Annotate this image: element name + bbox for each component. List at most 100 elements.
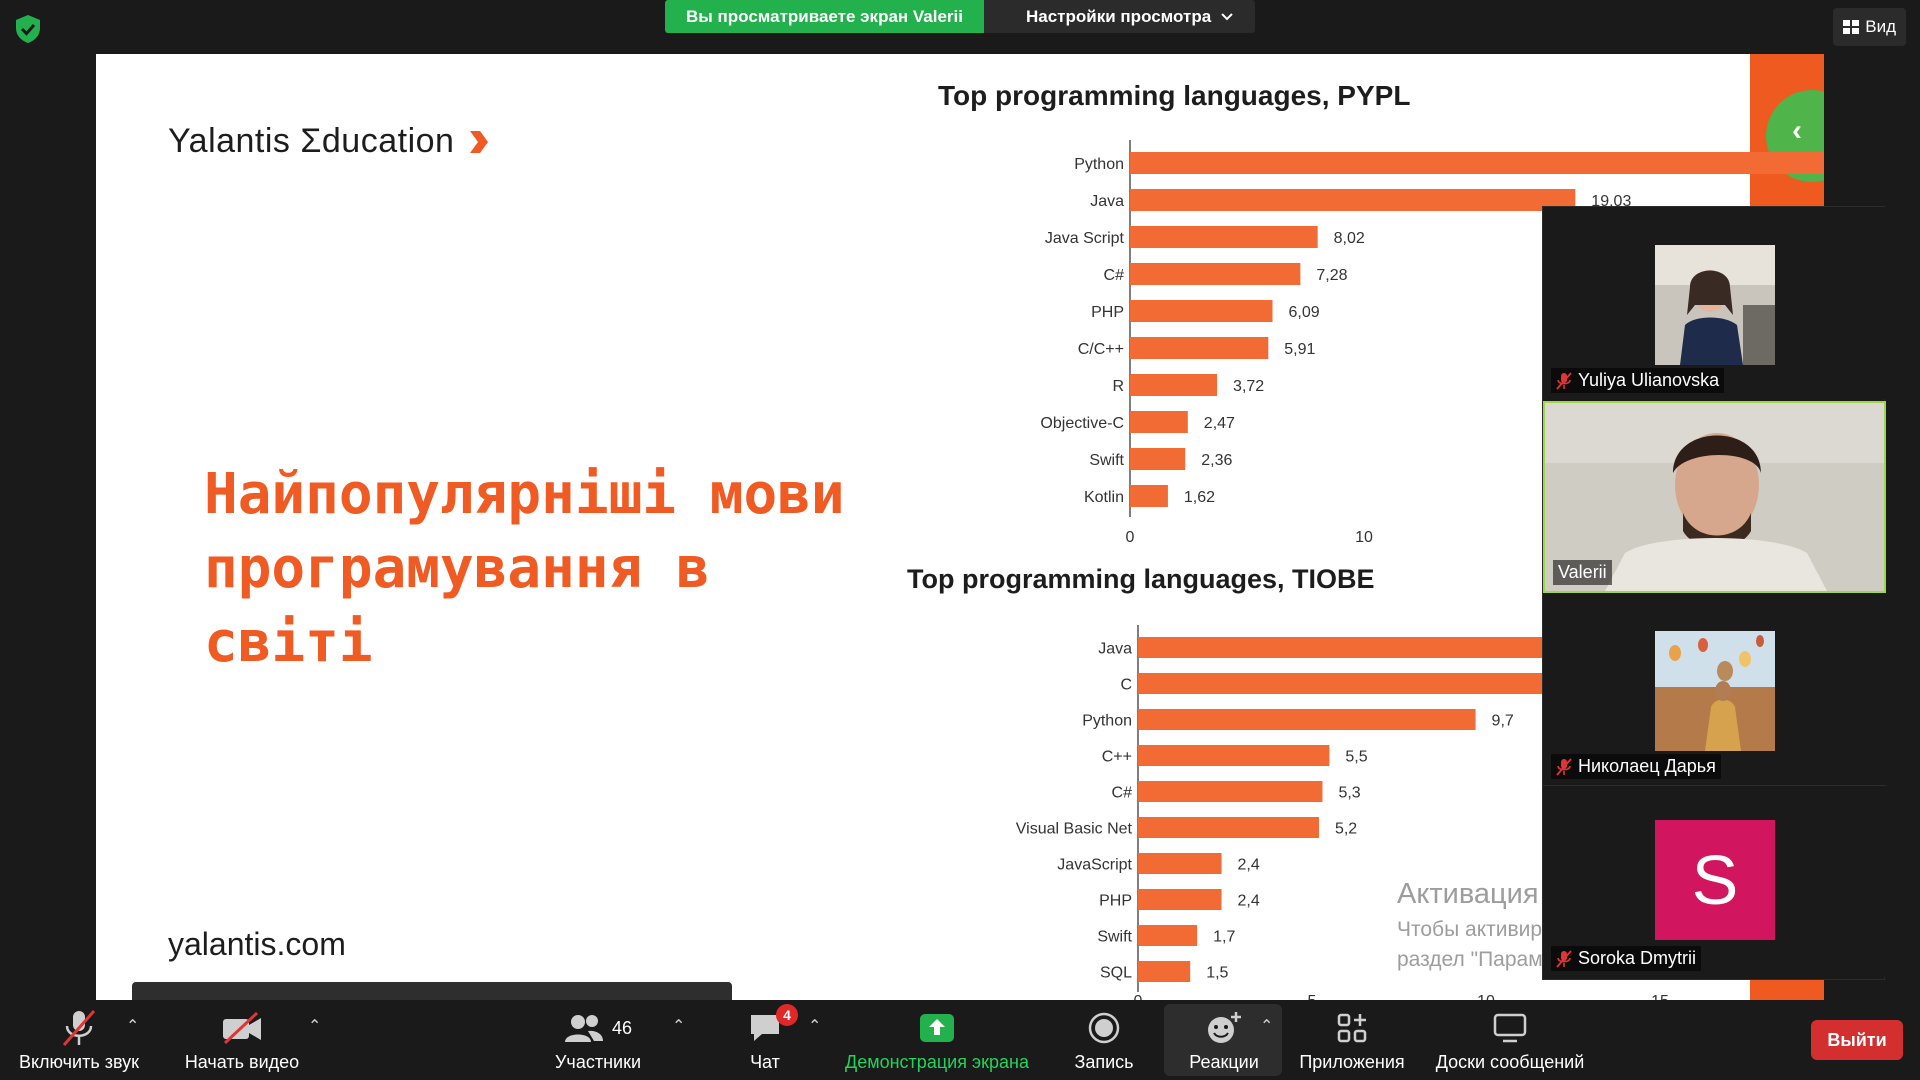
- bar: [1130, 300, 1273, 322]
- value-label: 19,03: [1591, 193, 1631, 210]
- value-label: 7,28: [1316, 267, 1347, 284]
- value-label: 3,72: [1233, 378, 1264, 395]
- value-label: 2,47: [1204, 415, 1235, 432]
- participant-initial-avatar: S: [1655, 820, 1775, 940]
- meeting-toolbar: [0, 1000, 1920, 1080]
- participants-button[interactable]: 46 Участники: [548, 1008, 648, 1073]
- view-button[interactable]: Вид: [1833, 8, 1906, 46]
- mic-muted-icon: [62, 1010, 96, 1046]
- bar: [1130, 485, 1168, 507]
- audio-options-caret[interactable]: ⌃: [126, 1018, 140, 1035]
- bar: [1130, 411, 1188, 433]
- share-screen-button[interactable]: Демонстрация экрана: [842, 1008, 1032, 1073]
- bar: [1130, 226, 1318, 248]
- participant-name: Valerii: [1558, 562, 1607, 582]
- slide-bottom-strip: [132, 982, 732, 1000]
- video-off-icon: [223, 1011, 261, 1045]
- headline-line-3: світі: [204, 610, 373, 675]
- chevron-down-icon: [1221, 12, 1233, 20]
- apps-button[interactable]: Приложения: [1296, 1008, 1408, 1073]
- value-label: 5,3: [1338, 785, 1360, 802]
- whiteboard-icon: [1493, 1013, 1527, 1043]
- mic-muted-icon: [1556, 371, 1572, 390]
- bar: [1130, 189, 1576, 211]
- grid-icon: [1843, 20, 1860, 34]
- participants-options-caret[interactable]: ⌃: [672, 1018, 686, 1035]
- category-label: Kotlin: [1084, 489, 1124, 506]
- chevron-left-icon: ‹: [1792, 114, 1802, 147]
- top-bar: Вы просматриваете экран Valerii Настройк…: [0, 0, 1920, 54]
- category-label: Python: [1082, 713, 1132, 730]
- category-label: C/C++: [1078, 341, 1124, 358]
- participants-label: Участники: [555, 1052, 641, 1072]
- bar: [1138, 889, 1222, 910]
- value-label: 2,4: [1238, 893, 1260, 910]
- x-tick-label: 5: [1308, 993, 1317, 1000]
- bar: [1138, 853, 1222, 874]
- participant-tile[interactable]: Yuliya Ulianovska: [1543, 207, 1886, 399]
- unmute-button[interactable]: Включить звук: [14, 1008, 144, 1073]
- view-settings-label: Настройки просмотра: [1026, 7, 1212, 26]
- category-label: Java: [1090, 193, 1124, 210]
- apps-icon: [1337, 1013, 1367, 1043]
- participant-tile[interactable]: S Soroka Dmytrii: [1543, 785, 1886, 977]
- bar: [1130, 337, 1269, 359]
- category-label: SQL: [1100, 965, 1132, 982]
- view-settings-button[interactable]: Настройки просмотра: [984, 0, 1256, 33]
- chat-icon: [751, 1015, 779, 1041]
- record-icon: [1088, 1012, 1120, 1044]
- share-screen-label: Демонстрация экрана: [845, 1052, 1029, 1072]
- participants-gallery: Yuliya Ulianovska Valerii: [1542, 206, 1886, 980]
- unmute-label: Включить звук: [18, 1052, 140, 1072]
- participant-tile-active[interactable]: Valerii: [1543, 401, 1886, 593]
- category-label: Swift: [1089, 452, 1124, 469]
- value-label: 5,5: [1345, 749, 1367, 766]
- bar: [1130, 263, 1301, 285]
- x-tick-label: 15: [1651, 993, 1669, 1000]
- category-label: C: [1120, 677, 1132, 694]
- participant-tile[interactable]: Николаец Дарья: [1543, 593, 1886, 785]
- participant-name-tag: Valerii: [1553, 560, 1612, 585]
- category-label: C#: [1112, 785, 1133, 802]
- mic-muted-icon: [1556, 757, 1572, 776]
- reactions-label: Реакции: [1189, 1052, 1259, 1072]
- record-label: Запись: [1074, 1052, 1134, 1072]
- category-label: PHP: [1091, 304, 1124, 321]
- reactions-options-caret[interactable]: ⌃: [1260, 1018, 1274, 1035]
- value-label: 5,2: [1335, 821, 1357, 838]
- participant-name: Soroka Dmytrii: [1578, 948, 1697, 968]
- participant-avatar: [1655, 631, 1775, 751]
- leave-button[interactable]: Выйти: [1811, 1020, 1903, 1060]
- bar: [1130, 374, 1218, 396]
- participant-name: Николаец Дарья: [1578, 756, 1716, 776]
- category-label: Visual Basic Net: [1016, 821, 1133, 838]
- tiobe-chart-title: Top programming languages, TIOBE: [907, 564, 1375, 594]
- chat-badge: 4: [776, 1004, 798, 1026]
- reactions-button[interactable]: Реакции: [1182, 1008, 1266, 1073]
- category-label: Java Script: [1045, 230, 1125, 247]
- record-button[interactable]: Запись: [1068, 1008, 1140, 1073]
- value-label: 2,4: [1238, 857, 1260, 874]
- x-tick-label: 10: [1477, 993, 1495, 1000]
- chat-options-caret[interactable]: ⌃: [808, 1018, 822, 1035]
- slide-headline: Найпопулярніші мови програмування в світ…: [204, 458, 964, 680]
- security-shield-icon[interactable]: [14, 14, 42, 44]
- video-options-caret[interactable]: ⌃: [308, 1018, 322, 1035]
- x-tick-label: 10: [1355, 529, 1373, 546]
- headline-line-2: програмування в: [204, 536, 710, 601]
- chat-button[interactable]: 4 Чат: [738, 1004, 798, 1073]
- bar: [1138, 925, 1198, 946]
- start-video-button[interactable]: Начать видео: [182, 1008, 302, 1073]
- x-tick-label: 0: [1134, 993, 1143, 1000]
- category-label: PHP: [1099, 893, 1132, 910]
- whiteboards-button[interactable]: Доски сообщений: [1432, 1008, 1588, 1073]
- category-label: Java: [1098, 641, 1132, 658]
- bar: [1138, 709, 1476, 730]
- participant-name: Yuliya Ulianovska: [1578, 370, 1720, 390]
- value-label: 1,5: [1206, 965, 1228, 982]
- start-video-label: Начать видео: [184, 1052, 300, 1072]
- value-label: 2,36: [1201, 452, 1232, 469]
- slide-logo: Yalantis Σducation: [168, 122, 490, 161]
- category-label: Python: [1074, 156, 1124, 173]
- value-label: 1,62: [1184, 489, 1215, 506]
